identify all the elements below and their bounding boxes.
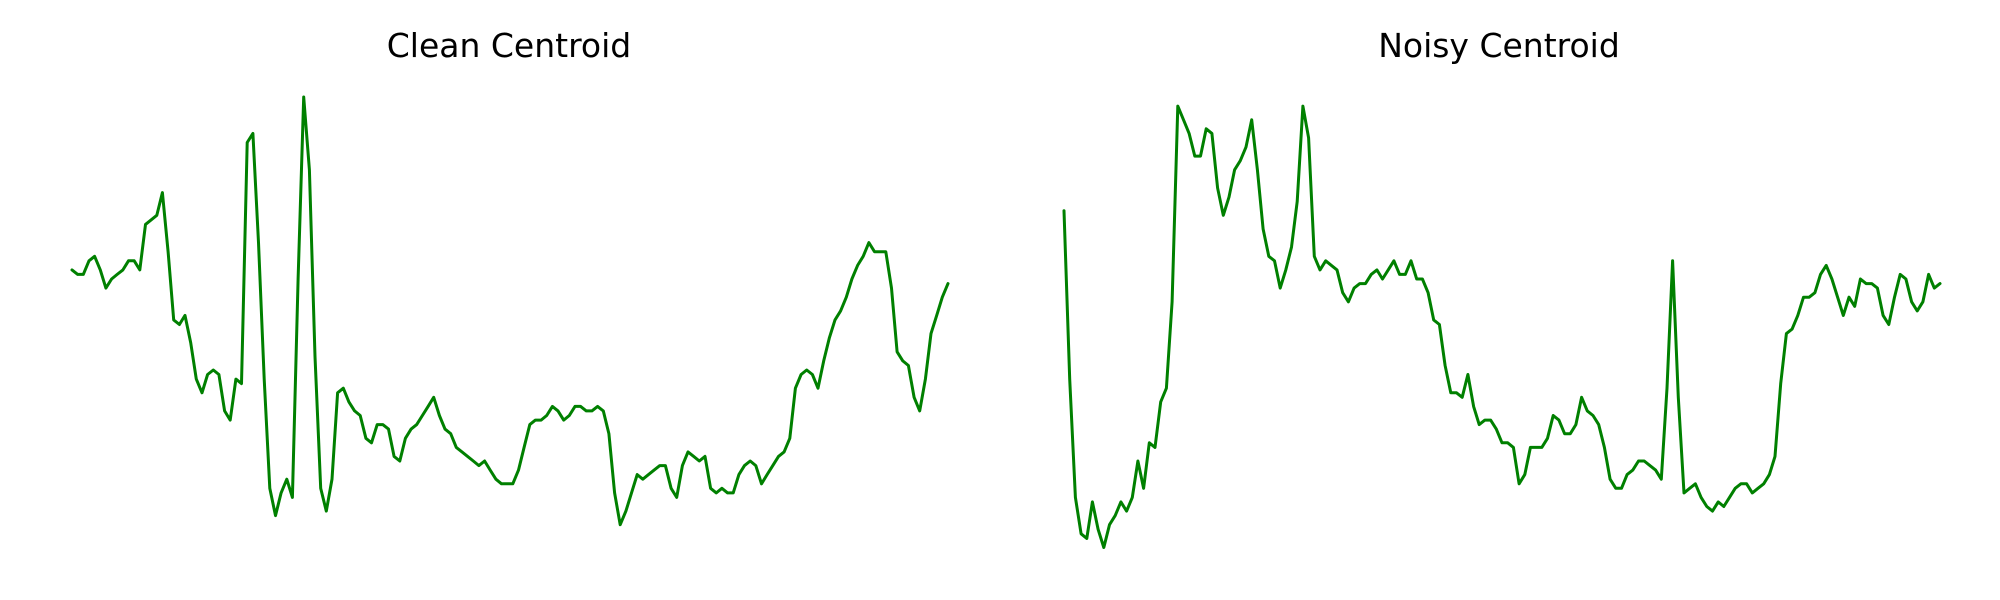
noisy-centroid-series-line-0 xyxy=(1062,104,1942,549)
clean-centroid-series-line-0 xyxy=(70,95,950,527)
chart-title-noisy-centroid: Noisy Centroid xyxy=(1378,26,1620,65)
noisy-centroid-plot xyxy=(1062,104,1942,549)
chart-title-clean-centroid: Clean Centroid xyxy=(387,26,632,65)
clean-centroid-plot xyxy=(70,95,950,527)
